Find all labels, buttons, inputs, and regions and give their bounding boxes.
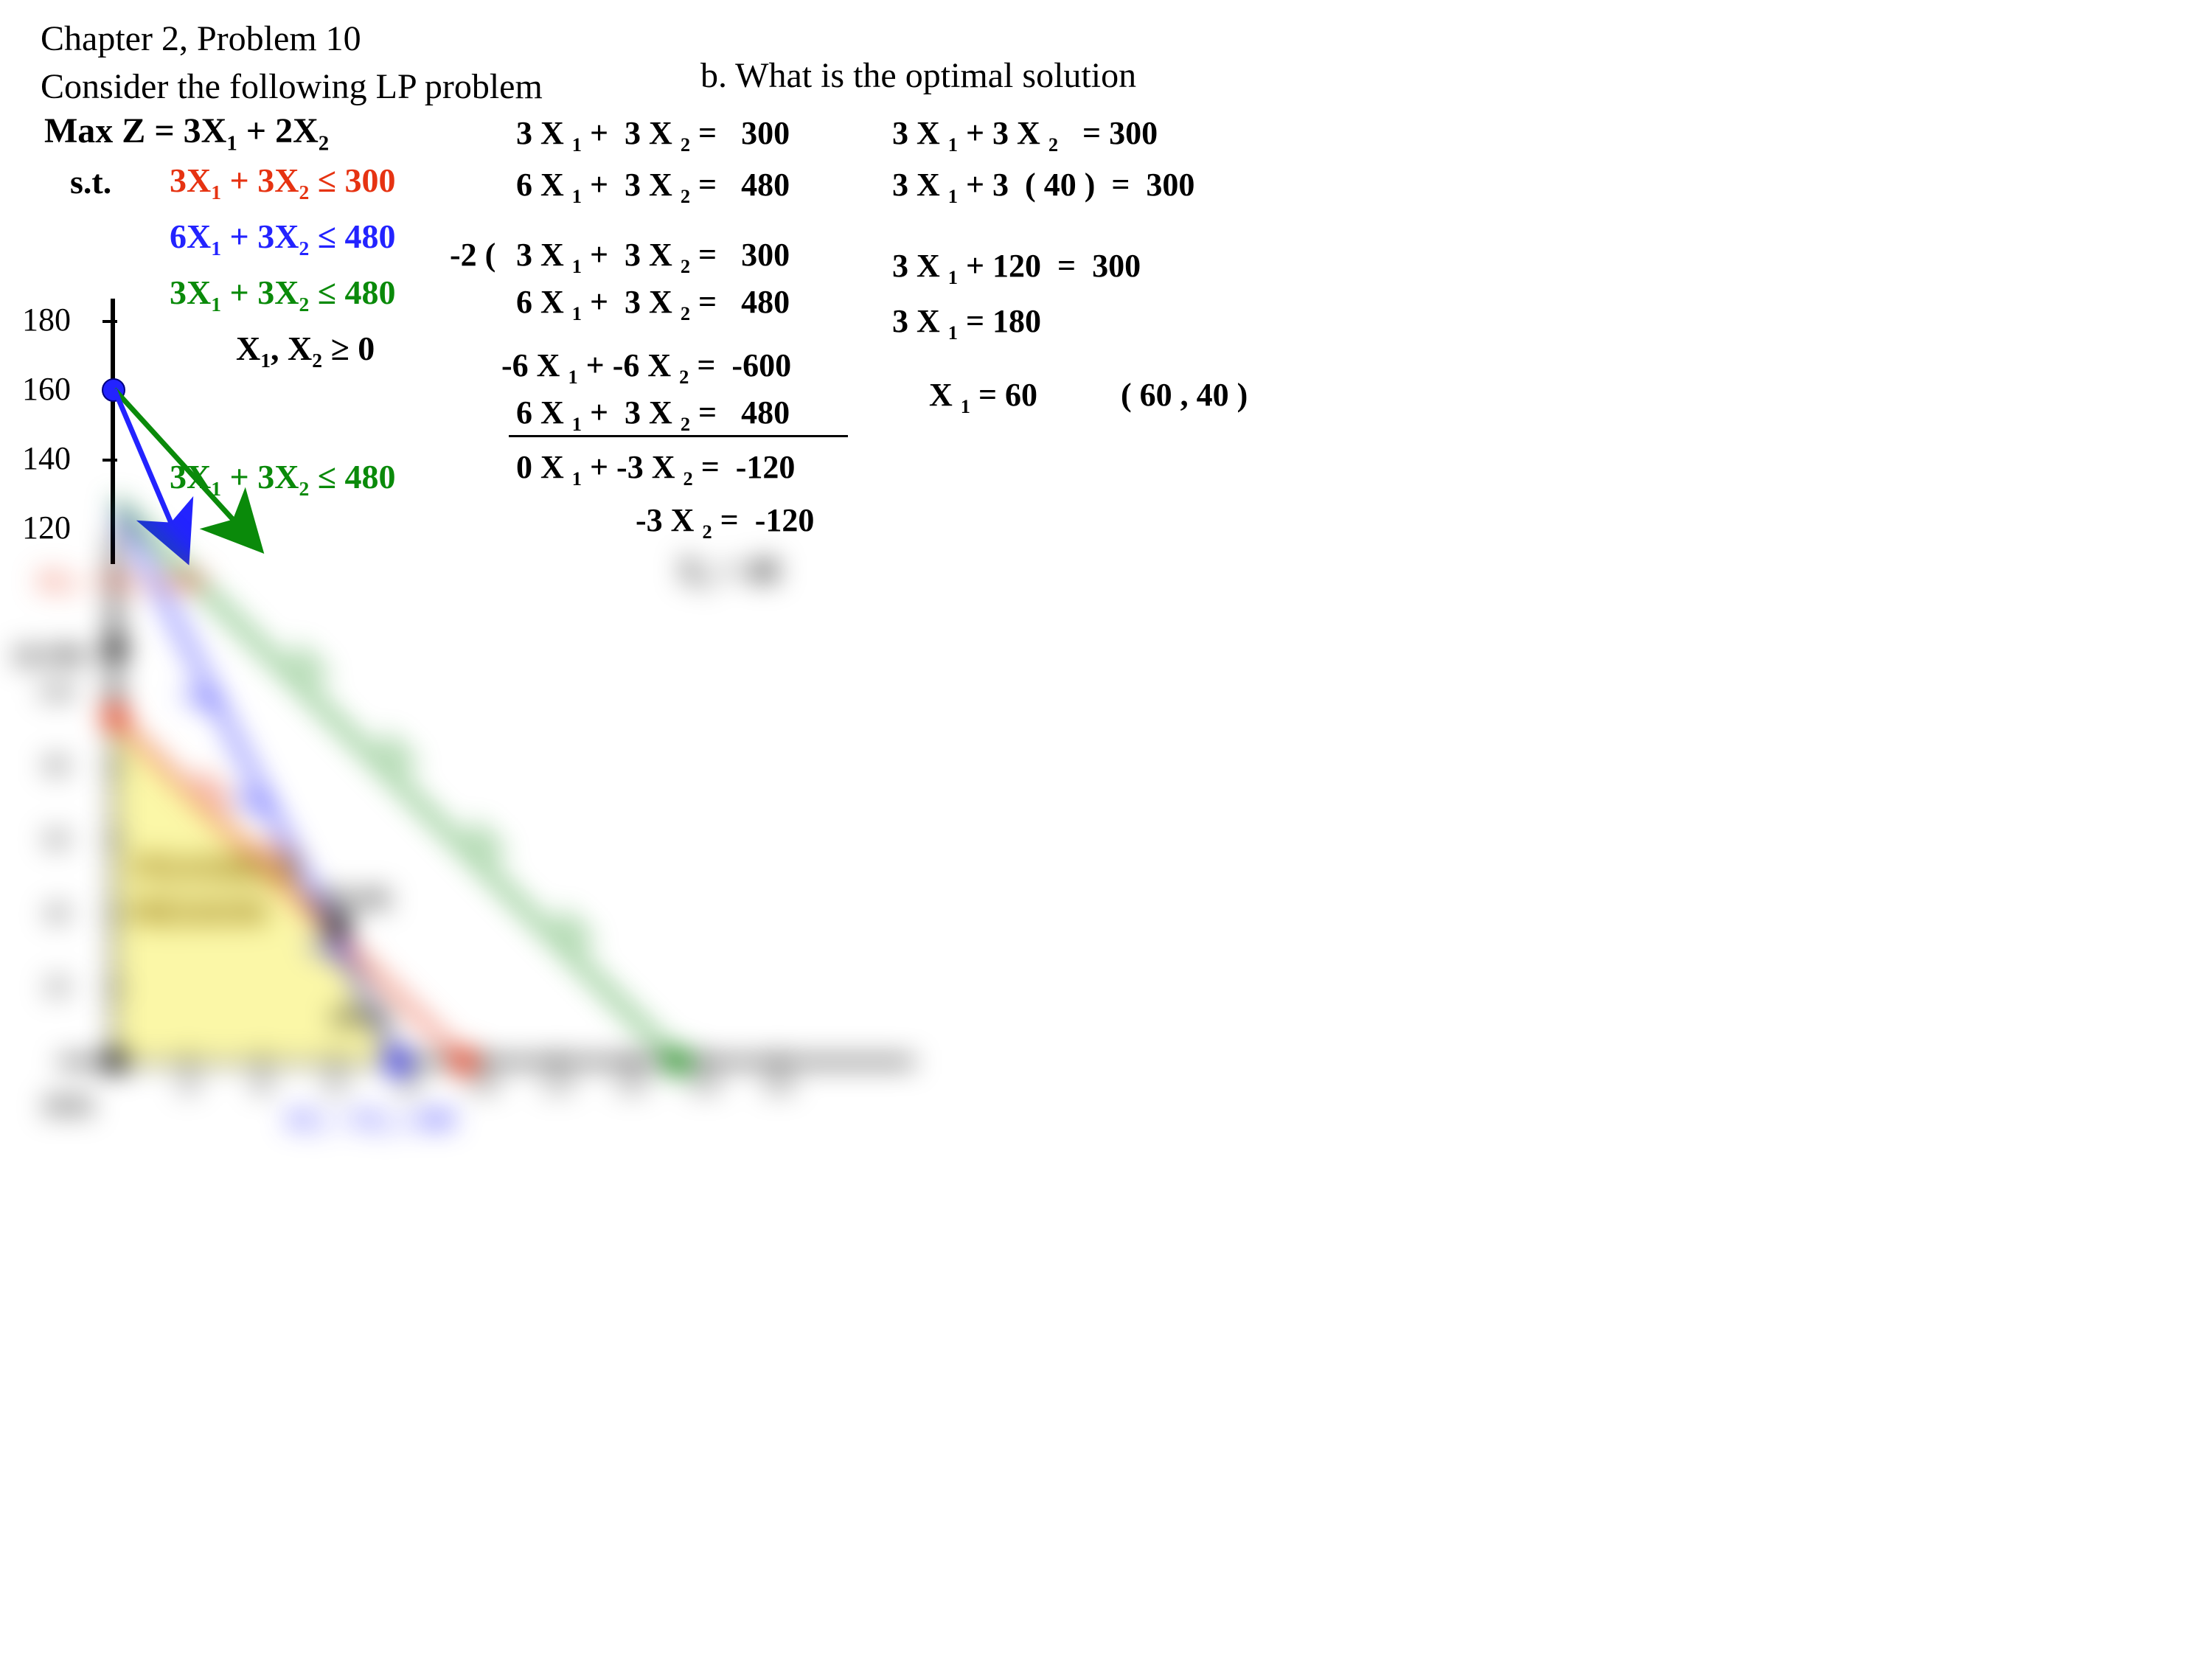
optimal-point: ( 60 , 40 ) (1121, 376, 1248, 414)
blurred-chart-region: FEASIBLE REGION 3X₁ + 3X₂ ≤ 300 (0,100) … (0, 531, 1003, 1194)
point-100-blur: (0,100) (15, 641, 88, 669)
ytick-40: 40 (44, 900, 69, 928)
solve-line-2: 3 X 1 + 3 ( 40 ) = 300 (892, 166, 1194, 208)
origin-label-blur: (0,0) (44, 1091, 92, 1119)
xtick-120: 120 (540, 1073, 573, 1098)
ytick-60: 60 (44, 826, 69, 854)
elim-line-5: -6 X 1 + -6 X 2 = -600 (501, 347, 791, 389)
solve-line-5: X 1 = 60 (929, 376, 1037, 418)
ytick-100: 100 (37, 678, 74, 706)
xtick-80: 80 (398, 1073, 420, 1098)
xtick-40: 40 (251, 1073, 273, 1098)
corner-label-blur: (60,40) (317, 885, 390, 913)
xtick-180: 180 (761, 1073, 794, 1098)
ytick-20: 20 (44, 973, 69, 1001)
ytick-80: 80 (44, 752, 69, 780)
feasible-label-1: FEASIBLE (133, 848, 300, 888)
xtick-140: 140 (613, 1073, 647, 1098)
feasible-label-2: REGION (133, 892, 266, 932)
red-label-blur: 3X₁ + 3X₂ ≤ 300 (37, 568, 204, 596)
xtick-20: 20 (177, 1073, 199, 1098)
constraint-lines-svg (0, 0, 516, 590)
xtick-160: 160 (687, 1073, 720, 1098)
elim-rule (509, 435, 848, 437)
elim-line-2: 6 X 1 + 3 X 2 = 480 (516, 166, 790, 208)
x2-eq-40-blur: X₂ = 40 (678, 552, 779, 589)
elim-line-6: 6 X 1 + 3 X 2 = 480 (516, 394, 790, 436)
elim-line-3: 3 X 1 + 3 X 2 = 300 (516, 236, 790, 278)
solve-line-3: 3 X 1 + 120 = 300 (892, 247, 1141, 289)
blue-label-blur: 6X₁ + 3X₂ ≤ 480 (288, 1106, 455, 1134)
solve-line-4: 3 X 1 = 180 (892, 302, 1041, 344)
solve-line-1: 3 X 1 + 3 X 2 = 300 (892, 114, 1158, 156)
elim-line-4: 6 X 1 + 3 X 2 = 480 (516, 283, 790, 325)
elim-line-1: 3 X 1 + 3 X 2 = 300 (516, 114, 790, 156)
part-b-title: b. What is the optimal solution (700, 55, 1136, 96)
xtick-100: 100 (466, 1073, 499, 1098)
xtick-60: 60 (324, 1073, 347, 1098)
x-intercept-blur: (80,0) (332, 1003, 389, 1030)
elim-line-7: 0 X 1 + -3 X 2 = -120 (516, 448, 795, 490)
